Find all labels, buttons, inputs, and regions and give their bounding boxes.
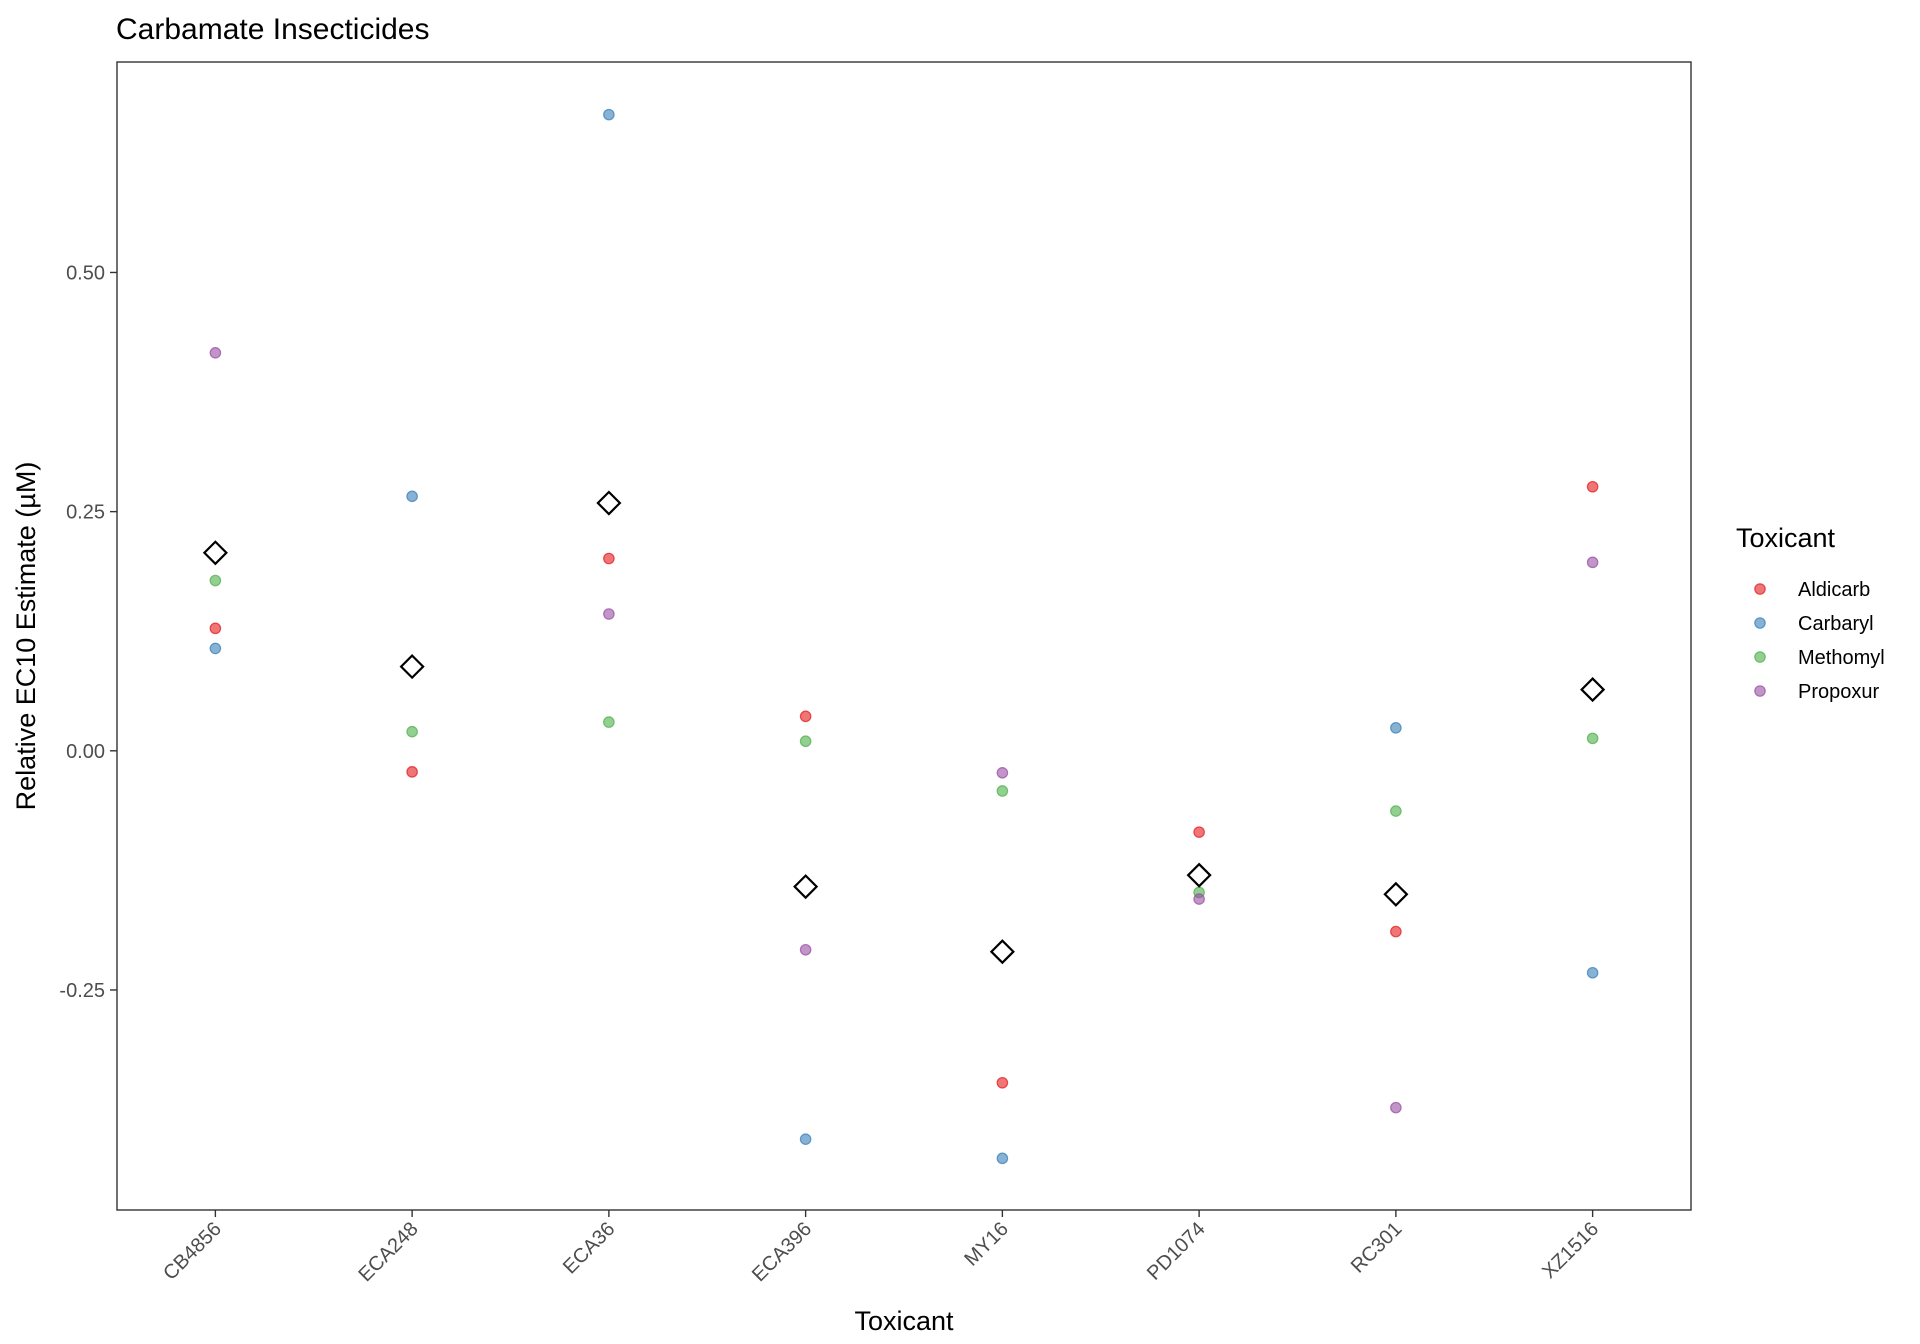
point-carbaryl-eca396 bbox=[799, 1133, 812, 1146]
point-methomyl-eca36 bbox=[603, 716, 615, 728]
y-axis-title: Relative EC10 Estimate (µM) bbox=[11, 462, 41, 811]
legend-label-aldicarb: Aldicarb bbox=[1798, 579, 1870, 601]
x-tick-label: CB4856 bbox=[159, 1218, 226, 1285]
point-aldicarb-eca396 bbox=[799, 710, 812, 723]
mean-markers bbox=[202, 490, 1606, 965]
x-axis-title: Toxicant bbox=[854, 1306, 954, 1336]
mean-marker-pd1074 bbox=[1186, 862, 1212, 888]
mean-marker-my16 bbox=[989, 939, 1015, 965]
mean-marker-xz1516 bbox=[1580, 677, 1606, 703]
chart-title: Carbamate Insecticides bbox=[116, 13, 429, 46]
point-methomyl-my16 bbox=[996, 785, 1009, 797]
y-tick-label: 0.50 bbox=[66, 262, 105, 284]
legend-title: Toxicant bbox=[1736, 523, 1836, 553]
x-tick-label: ECA396 bbox=[748, 1218, 816, 1286]
point-propoxur-xz1516 bbox=[1586, 556, 1599, 569]
x-axis: CB4856 ECA248 ECA36 ECA396 MY16 PD1074 RC301 XZ… bbox=[159, 1210, 1603, 1286]
legend: Toxicant Aldicarb Carbaryl Methomyl Propoxu… bbox=[1736, 523, 1885, 703]
x-tick-label: XZ1516 bbox=[1538, 1218, 1603, 1283]
point-aldicarb-rc301 bbox=[1390, 925, 1402, 938]
x-tick-label: MY16 bbox=[960, 1218, 1013, 1271]
mean-marker-eca396 bbox=[793, 874, 819, 900]
point-carbaryl-my16 bbox=[996, 1152, 1009, 1165]
point-methomyl-eca396 bbox=[799, 735, 812, 748]
mean-marker-cb4856 bbox=[202, 540, 228, 566]
point-aldicarb-my16 bbox=[996, 1076, 1009, 1089]
mean-marker-eca36 bbox=[596, 490, 622, 516]
point-carbaryl-eca36 bbox=[603, 108, 615, 121]
point-methomyl-eca248 bbox=[406, 725, 418, 738]
y-tick-label: -0.25 bbox=[59, 980, 105, 1002]
y-tick-label: 0.25 bbox=[66, 502, 105, 524]
x-tick-label: ECA248 bbox=[354, 1218, 422, 1286]
y-tick-label: 0.00 bbox=[66, 741, 105, 763]
point-propoxur-rc301 bbox=[1390, 1101, 1402, 1114]
legend-label-propoxur: Propoxur bbox=[1798, 681, 1879, 703]
point-propoxur-my16 bbox=[996, 767, 1009, 779]
plot-panel bbox=[116, 61, 1692, 1211]
point-aldicarb-xz1516 bbox=[1586, 480, 1599, 493]
point-propoxur-cb4856 bbox=[209, 347, 222, 359]
legend-key-aldicarb bbox=[1754, 583, 1766, 595]
y-axis: -0.25 0.00 0.25 0.50 bbox=[59, 262, 117, 1002]
legend-label-carbaryl: Carbaryl bbox=[1798, 613, 1874, 635]
point-propoxur-pd1074 bbox=[1193, 893, 1205, 905]
x-tick-label: RC301 bbox=[1347, 1218, 1407, 1278]
point-aldicarb-eca36 bbox=[603, 552, 615, 565]
point-methomyl-cb4856 bbox=[209, 574, 222, 587]
point-aldicarb-pd1074 bbox=[1193, 826, 1205, 838]
legend-key-propoxur bbox=[1754, 685, 1766, 697]
point-methomyl-xz1516 bbox=[1586, 732, 1599, 745]
point-aldicarb-cb4856 bbox=[209, 622, 222, 635]
point-carbaryl-rc301 bbox=[1390, 722, 1402, 734]
mean-marker-rc301 bbox=[1383, 881, 1409, 907]
x-tick-label: ECA36 bbox=[559, 1218, 619, 1278]
mean-marker-eca248 bbox=[399, 654, 425, 680]
point-carbaryl-xz1516 bbox=[1586, 966, 1599, 979]
legend-key-methomyl bbox=[1754, 651, 1766, 663]
point-carbaryl-eca248 bbox=[406, 490, 418, 503]
point-propoxur-eca396 bbox=[799, 943, 812, 956]
point-carbaryl-cb4856 bbox=[209, 642, 222, 655]
legend-label-methomyl: Methomyl bbox=[1798, 647, 1885, 669]
x-tick-label: PD1074 bbox=[1143, 1218, 1210, 1285]
point-methomyl-rc301 bbox=[1390, 805, 1402, 817]
point-propoxur-eca36 bbox=[603, 608, 615, 620]
legend-key-carbaryl bbox=[1754, 617, 1766, 629]
point-aldicarb-eca248 bbox=[406, 766, 418, 778]
